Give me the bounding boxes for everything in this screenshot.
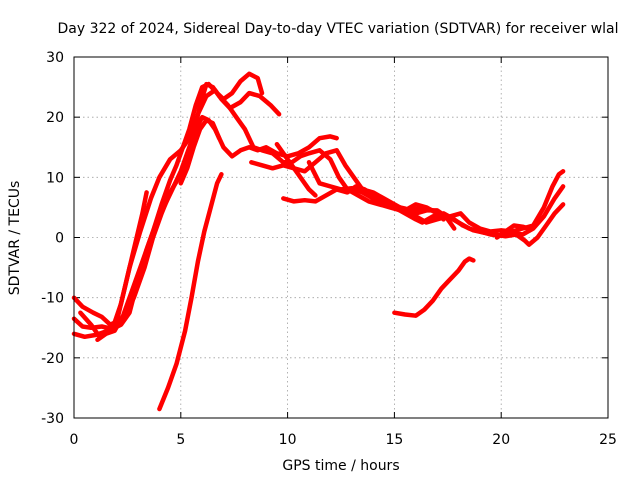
series-line-arc-12	[360, 187, 446, 222]
x-tick-label: 10	[279, 432, 297, 448]
series-line-arc-6	[157, 172, 224, 412]
series-line-arc-9	[274, 141, 318, 198]
series-line-arc-8	[249, 148, 566, 238]
x-tick-label: 5	[176, 432, 185, 448]
y-tick-label: 10	[46, 170, 64, 186]
data-series	[71, 71, 566, 412]
x-tick-label: 0	[70, 432, 79, 448]
series-line-arc-14	[392, 256, 476, 318]
y-tick-label: -10	[41, 291, 64, 307]
series-line-arc-7	[178, 117, 222, 186]
series-line-arc-5	[95, 71, 265, 343]
axis-ticks: 0 5 10 15 20 25 -30 -20 -10 0 10 20 30	[41, 50, 617, 448]
series-line-arc-2	[71, 87, 282, 332]
y-tick-label: 30	[46, 50, 64, 66]
x-axis-title: GPS time / hours	[282, 458, 399, 474]
x-tick-label: 15	[385, 432, 403, 448]
y-tick-label: -20	[41, 351, 64, 367]
series-line-arc-4	[78, 81, 566, 340]
series-line-arc-13	[494, 223, 532, 240]
x-tick-label: 20	[492, 432, 510, 448]
plot-frame	[73, 56, 609, 419]
chart-title: Day 322 of 2024, Sidereal Day-to-day VTE…	[57, 21, 618, 37]
series-line-arc-1	[71, 190, 149, 327]
y-tick-label: -30	[41, 411, 64, 427]
y-tick-label: 20	[46, 110, 64, 126]
y-axis-title: SDTVAR / TECUs	[7, 181, 23, 296]
x-tick-label: 25	[599, 432, 617, 448]
series-line-arc-10	[281, 184, 566, 247]
y-tick-label: 0	[55, 231, 64, 247]
